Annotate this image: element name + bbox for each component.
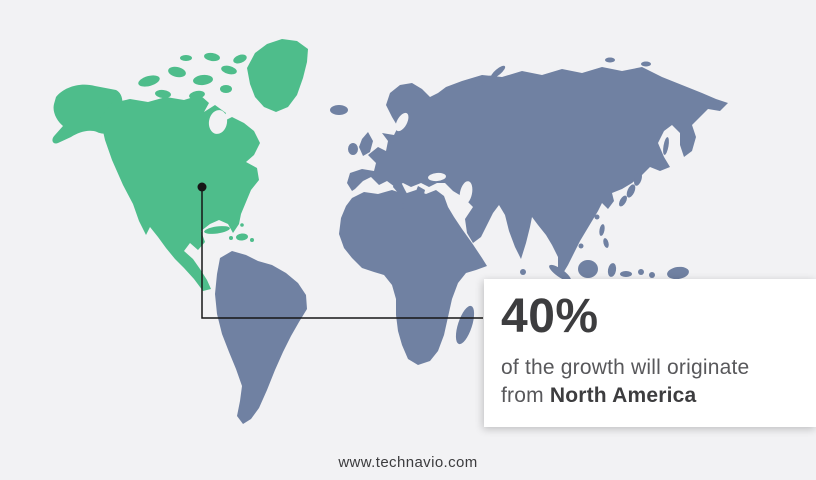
map-sea-cutouts <box>395 112 473 205</box>
islands-east-asia <box>578 137 669 249</box>
continent-africa <box>339 190 487 365</box>
caspian-sea <box>459 181 473 205</box>
islands-southeast-asia <box>520 260 689 282</box>
island-iceland <box>330 105 348 115</box>
island-taiwan <box>594 214 600 220</box>
footer-url: www.technavio.com <box>338 454 478 471</box>
island-sicily <box>400 203 406 209</box>
black-sea <box>428 172 446 182</box>
hudson-bay <box>208 110 228 134</box>
island-great-britain <box>359 132 373 156</box>
island-cuba <box>204 226 230 234</box>
island-madagascar <box>455 305 475 345</box>
stat-value: 40% <box>501 290 599 343</box>
island-bahamas <box>240 223 244 227</box>
callout-connector-line <box>201 187 483 319</box>
island-sri-lanka <box>520 269 526 275</box>
peninsula-italy <box>393 180 410 203</box>
continent-south-america <box>215 251 307 424</box>
island-japan-south <box>619 195 627 207</box>
na-sea-cutouts <box>208 110 228 134</box>
island-japan-north <box>634 172 642 186</box>
island-jamaica <box>229 236 233 240</box>
continent-eurasia <box>347 67 728 275</box>
peninsula-greece <box>416 186 425 198</box>
islands-caribbean <box>204 223 254 242</box>
island-greenland <box>247 39 308 112</box>
island-hispaniola <box>236 233 248 241</box>
island-hainan <box>578 243 584 249</box>
continent-north-america <box>100 95 260 291</box>
footer-bar: www.technavio.com <box>0 454 816 472</box>
island-new-guinea <box>667 266 689 280</box>
island-sardinia <box>388 194 394 202</box>
stat-description: of the growth will originate from North … <box>501 354 806 410</box>
island-sulawesi <box>607 263 617 277</box>
stat-description-line1: of the growth will originate <box>501 355 750 379</box>
island-sumatra <box>549 264 571 282</box>
islands-arctic-russia <box>468 57 651 89</box>
island-ireland <box>348 143 358 155</box>
island-puerto-rico <box>250 238 254 242</box>
island-borneo <box>578 260 598 278</box>
island-philippines-south <box>603 238 609 248</box>
islands-canadian-arctic <box>138 52 247 100</box>
callout-card: 40% of the growth will originate from No… <box>484 279 816 427</box>
island-java <box>620 271 632 277</box>
island-japan-main <box>626 184 636 198</box>
baltic-sea <box>395 112 409 132</box>
stat-description-line2-prefix: from <box>501 383 550 407</box>
region-north-america-highlight <box>52 39 308 291</box>
stat-region-name: North America <box>549 383 697 407</box>
island-sakhalin <box>663 137 669 155</box>
location-marker-dot <box>197 182 207 192</box>
region-rest-of-world <box>215 57 728 424</box>
island-philippines-north <box>599 224 605 236</box>
